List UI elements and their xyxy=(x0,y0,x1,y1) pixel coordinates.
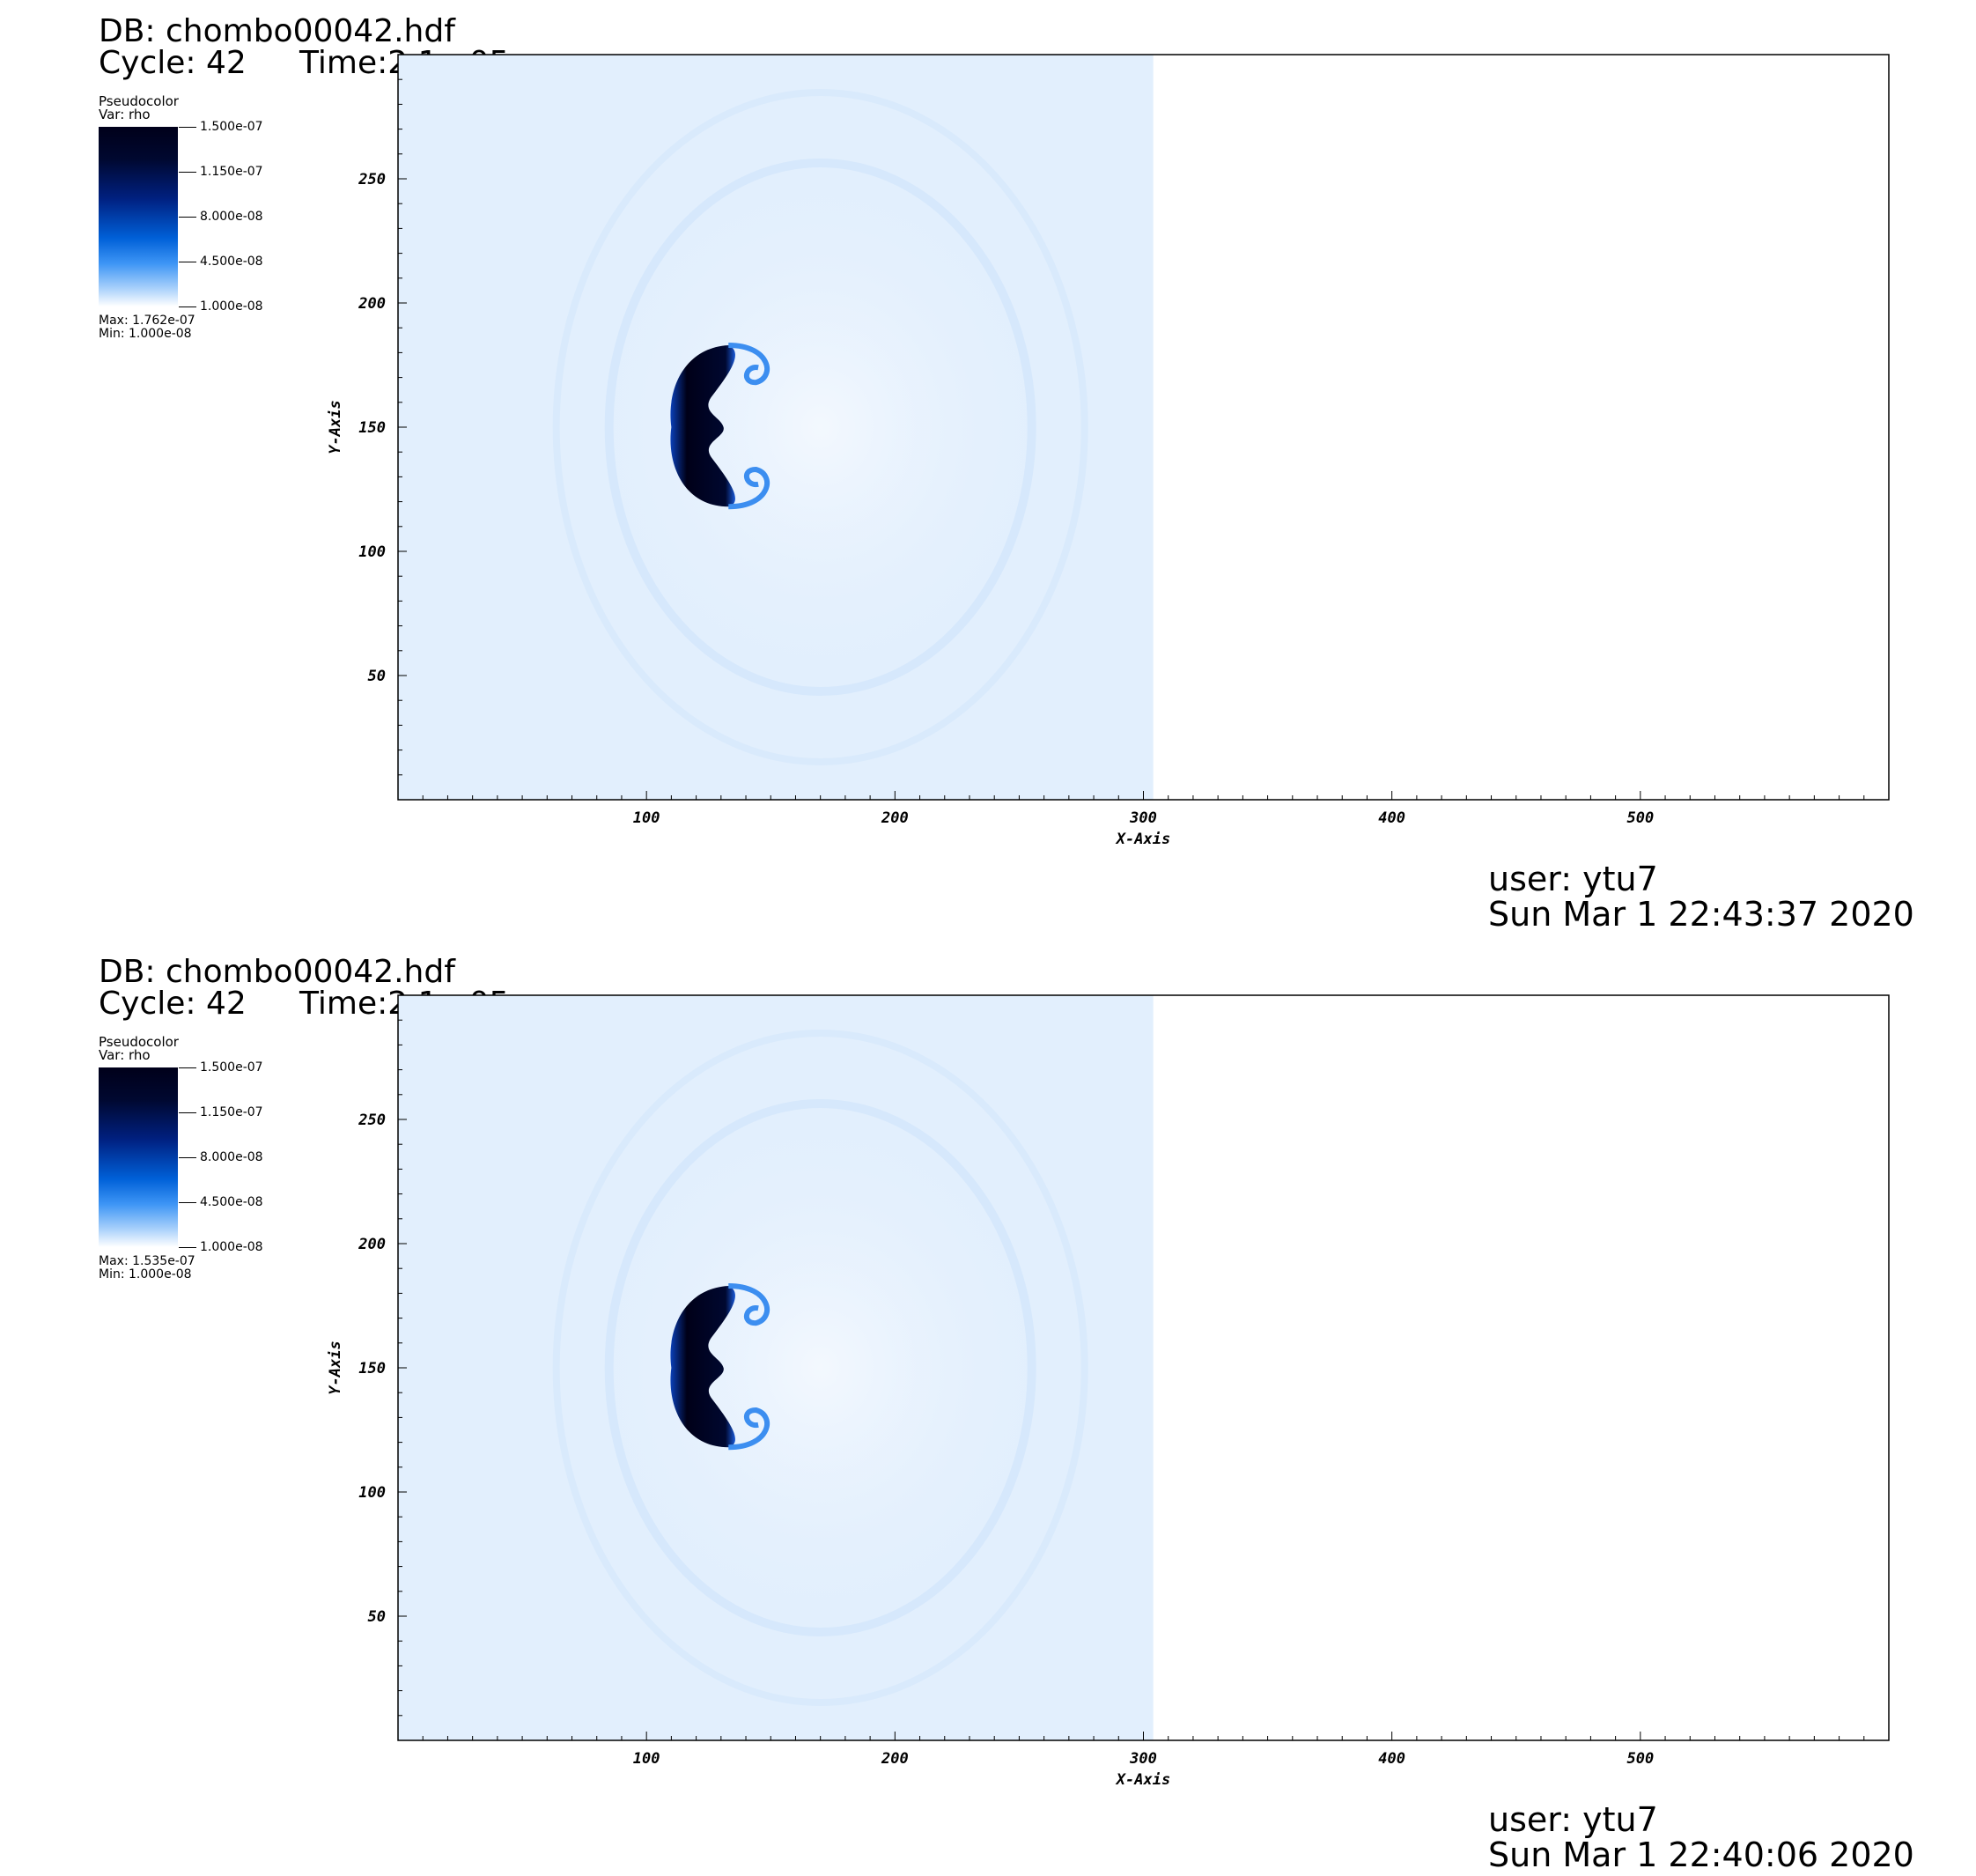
y-tick-label: 100 xyxy=(358,1484,386,1502)
legend-min: Min: 1.000e-08 xyxy=(99,1267,192,1281)
legend-title: Pseudocolor xyxy=(99,93,179,109)
user-label: user: ytu7 xyxy=(1488,1800,1658,1839)
colorbar-tick: 8.000e-08 xyxy=(179,210,263,224)
x-tick-label: 300 xyxy=(1129,809,1157,827)
shock-ring xyxy=(604,1099,1036,1636)
x-tick-label: 500 xyxy=(1626,809,1654,827)
x-axis-title: X-Axis xyxy=(1115,1771,1170,1789)
y-tick-label: 250 xyxy=(358,1112,386,1129)
colorbar-tick: 1.500e-07 xyxy=(179,120,263,134)
x-tick-label: 100 xyxy=(633,1750,660,1768)
colorbar-tick: 1.150e-07 xyxy=(179,165,263,179)
shock-ring xyxy=(604,159,1036,696)
colorbar xyxy=(99,127,178,307)
colorbar-tick: 4.500e-08 xyxy=(179,255,263,269)
y-tick-label: 50 xyxy=(368,1608,386,1626)
db-label: DB: chombo00042.hdf xyxy=(99,954,455,990)
shock-halo xyxy=(582,163,1058,691)
legend-var: Var: rho xyxy=(99,107,151,122)
x-tick-label: 400 xyxy=(1378,1750,1405,1768)
legend-max: Max: 1.535e-07 xyxy=(99,1254,195,1268)
date-label: Sun Mar 1 22:40:06 2020 xyxy=(1488,1835,1914,1874)
y-tick-label: 200 xyxy=(358,1236,386,1253)
plot-area: 100 200 300 400 500 50 100 150 200 250 X-Axis Y-Axi… xyxy=(327,994,1890,1789)
legend-title: Pseudocolor xyxy=(99,1034,179,1050)
density-field xyxy=(398,55,1154,800)
colorbar xyxy=(99,1067,178,1247)
legend-max: Max: 1.762e-07 xyxy=(99,314,195,328)
x-axis-title: X-Axis xyxy=(1115,831,1170,848)
y-tick-label: 200 xyxy=(358,295,386,313)
x-tick-label: 200 xyxy=(881,1750,909,1768)
y-axis-title: Y-Axis xyxy=(327,400,344,454)
db-label: DB: chombo00042.hdf xyxy=(99,13,455,49)
x-tick-label: 200 xyxy=(881,809,909,827)
y-tick-label: 150 xyxy=(358,1360,386,1377)
x-tick-label: 300 xyxy=(1129,1750,1157,1768)
plot-panel-bottom: DB: chombo00042.hdf Cycle: 42 Time:2.1e-… xyxy=(0,941,1976,1876)
colorbar-tick: 8.000e-08 xyxy=(179,1150,263,1164)
shock-ring xyxy=(552,1030,1088,1706)
density-field xyxy=(398,995,1154,1740)
x-tick-label: 500 xyxy=(1626,1750,1654,1768)
dense-cloud xyxy=(670,344,735,507)
vortex-roll-lower xyxy=(728,466,770,510)
user-label: user: ytu7 xyxy=(1488,860,1658,898)
colorbar-tick: 1.150e-07 xyxy=(179,1105,263,1119)
colorbar-tick: 1.500e-07 xyxy=(179,1060,263,1075)
vortex-roll-upper xyxy=(728,1282,770,1326)
dense-cloud xyxy=(670,1285,735,1448)
x-tick-label: 100 xyxy=(633,809,660,827)
shock-halo xyxy=(582,1104,1058,1632)
plot-panel-top: DB: chombo00042.hdf Cycle: 42 Time:2.1e-… xyxy=(0,0,1976,935)
legend-min: Min: 1.000e-08 xyxy=(99,327,192,341)
legend-var: Var: rho xyxy=(99,1047,151,1063)
cycle-label: Cycle: 42 xyxy=(99,45,247,81)
vortex-roll-upper xyxy=(728,342,770,386)
colorbar-tick: 1.000e-08 xyxy=(179,1240,263,1254)
y-tick-label: 250 xyxy=(358,171,386,188)
y-tick-label: 100 xyxy=(358,543,386,561)
vortex-roll-lower xyxy=(728,1407,770,1451)
date-label: Sun Mar 1 22:43:37 2020 xyxy=(1488,895,1914,934)
y-tick-label: 150 xyxy=(358,419,386,437)
x-tick-label: 400 xyxy=(1378,809,1405,827)
colorbar-tick: 4.500e-08 xyxy=(179,1195,263,1209)
shock-ring xyxy=(552,89,1088,765)
colorbar-tick: 1.000e-08 xyxy=(179,299,263,314)
plot-area: 100 200 300 400 500 50 100 150 200 250 X-Axis Y-Axi… xyxy=(327,54,1890,848)
y-tick-label: 50 xyxy=(368,668,386,685)
y-axis-title: Y-Axis xyxy=(327,1341,344,1394)
cycle-label: Cycle: 42 xyxy=(99,986,247,1022)
